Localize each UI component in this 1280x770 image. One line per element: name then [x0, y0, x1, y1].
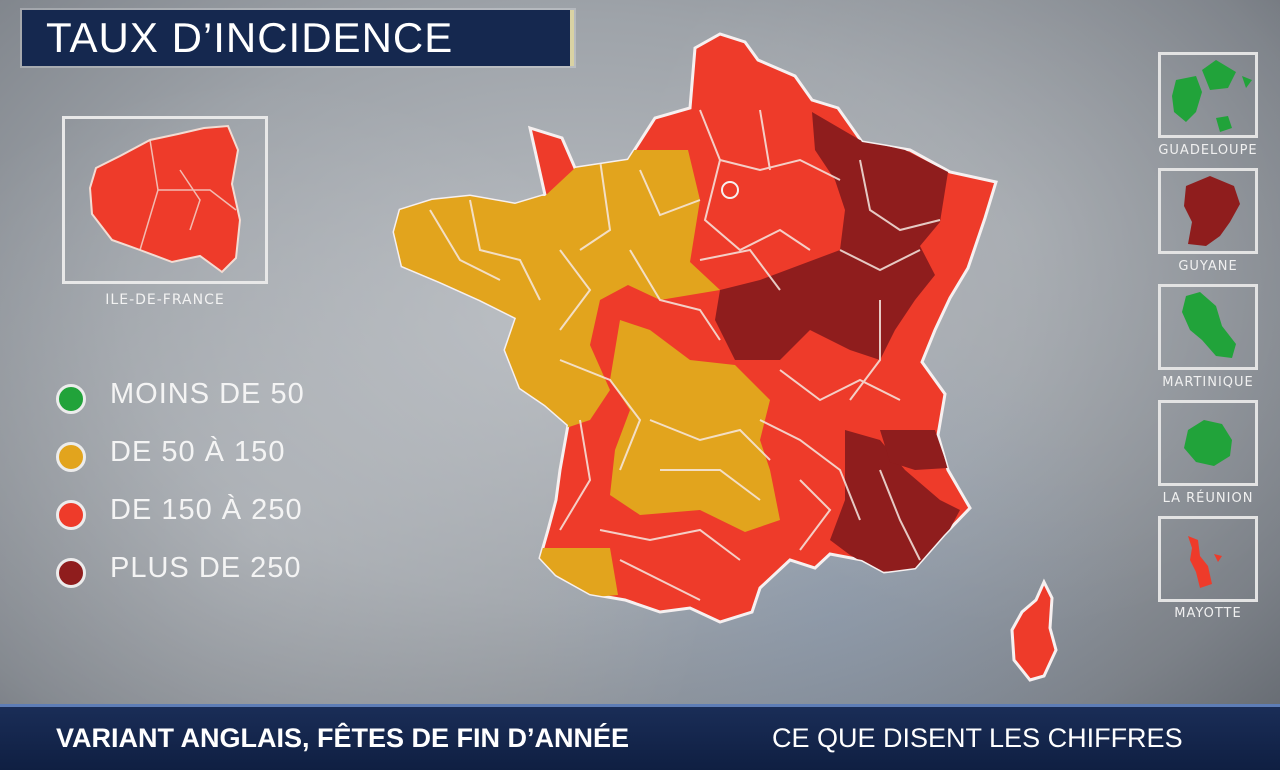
title-banner: TAUX D’INCIDENCE — [22, 10, 574, 66]
martinique-frame — [1158, 284, 1258, 370]
guyane-frame — [1158, 168, 1258, 254]
region-yellow-west — [394, 150, 720, 430]
legend-label: PLUS DE 250 — [110, 552, 302, 584]
legend-dot-yellow — [56, 442, 86, 472]
region-darkred-east — [715, 112, 948, 360]
region-yellow-central — [610, 320, 780, 532]
guadeloupe-label: GUADELOUPE — [1158, 143, 1258, 158]
region-darkred-southeast — [830, 430, 960, 572]
martinique-label: MARTINIQUE — [1162, 375, 1254, 390]
region-yellow-southwest — [530, 548, 618, 600]
ile-de-france-borders — [139, 139, 237, 251]
ile-de-france-inset-frame — [62, 116, 268, 284]
legend-label: DE 150 À 250 — [110, 494, 303, 526]
map-title: TAUX D’INCIDENCE — [46, 14, 454, 61]
ile-de-france-map — [88, 124, 242, 274]
reunion-frame — [1158, 400, 1258, 486]
mayotte-map — [1188, 536, 1222, 588]
guadeloupe-frame — [1158, 52, 1258, 138]
ticker-subline: CE QUE DISENT LES CHIFFRES — [772, 723, 1183, 753]
ticker-headline: VARIANT ANGLAIS, FÊTES DE FIN D’ANNÉE — [56, 723, 630, 753]
reunion-map — [1184, 420, 1232, 466]
mayotte-frame — [1158, 516, 1258, 602]
department-borders — [429, 109, 941, 601]
legend-label: MOINS DE 50 — [110, 378, 305, 410]
region-darkred-alps — [880, 430, 948, 470]
reunion-label: LA RÉUNION — [1162, 491, 1254, 506]
legend-dot-red — [56, 500, 86, 530]
legend-label: DE 50 À 150 — [110, 436, 286, 468]
news-ticker: VARIANT ANGLAIS, FÊTES DE FIN D’ANNÉE CE… — [0, 704, 1280, 770]
paris-marker — [721, 181, 739, 199]
guyane-map — [1184, 176, 1240, 246]
guyane-label: GUYANE — [1178, 259, 1238, 274]
ile-de-france-label: ILE-DE-FRANCE — [105, 292, 225, 308]
mayotte-label: MAYOTTE — [1174, 606, 1242, 621]
corsica — [1010, 578, 1058, 682]
legend-dot-darkred — [56, 558, 86, 588]
guadeloupe-map — [1172, 60, 1252, 132]
martinique-map — [1182, 292, 1236, 358]
legend-dot-green — [56, 384, 86, 414]
